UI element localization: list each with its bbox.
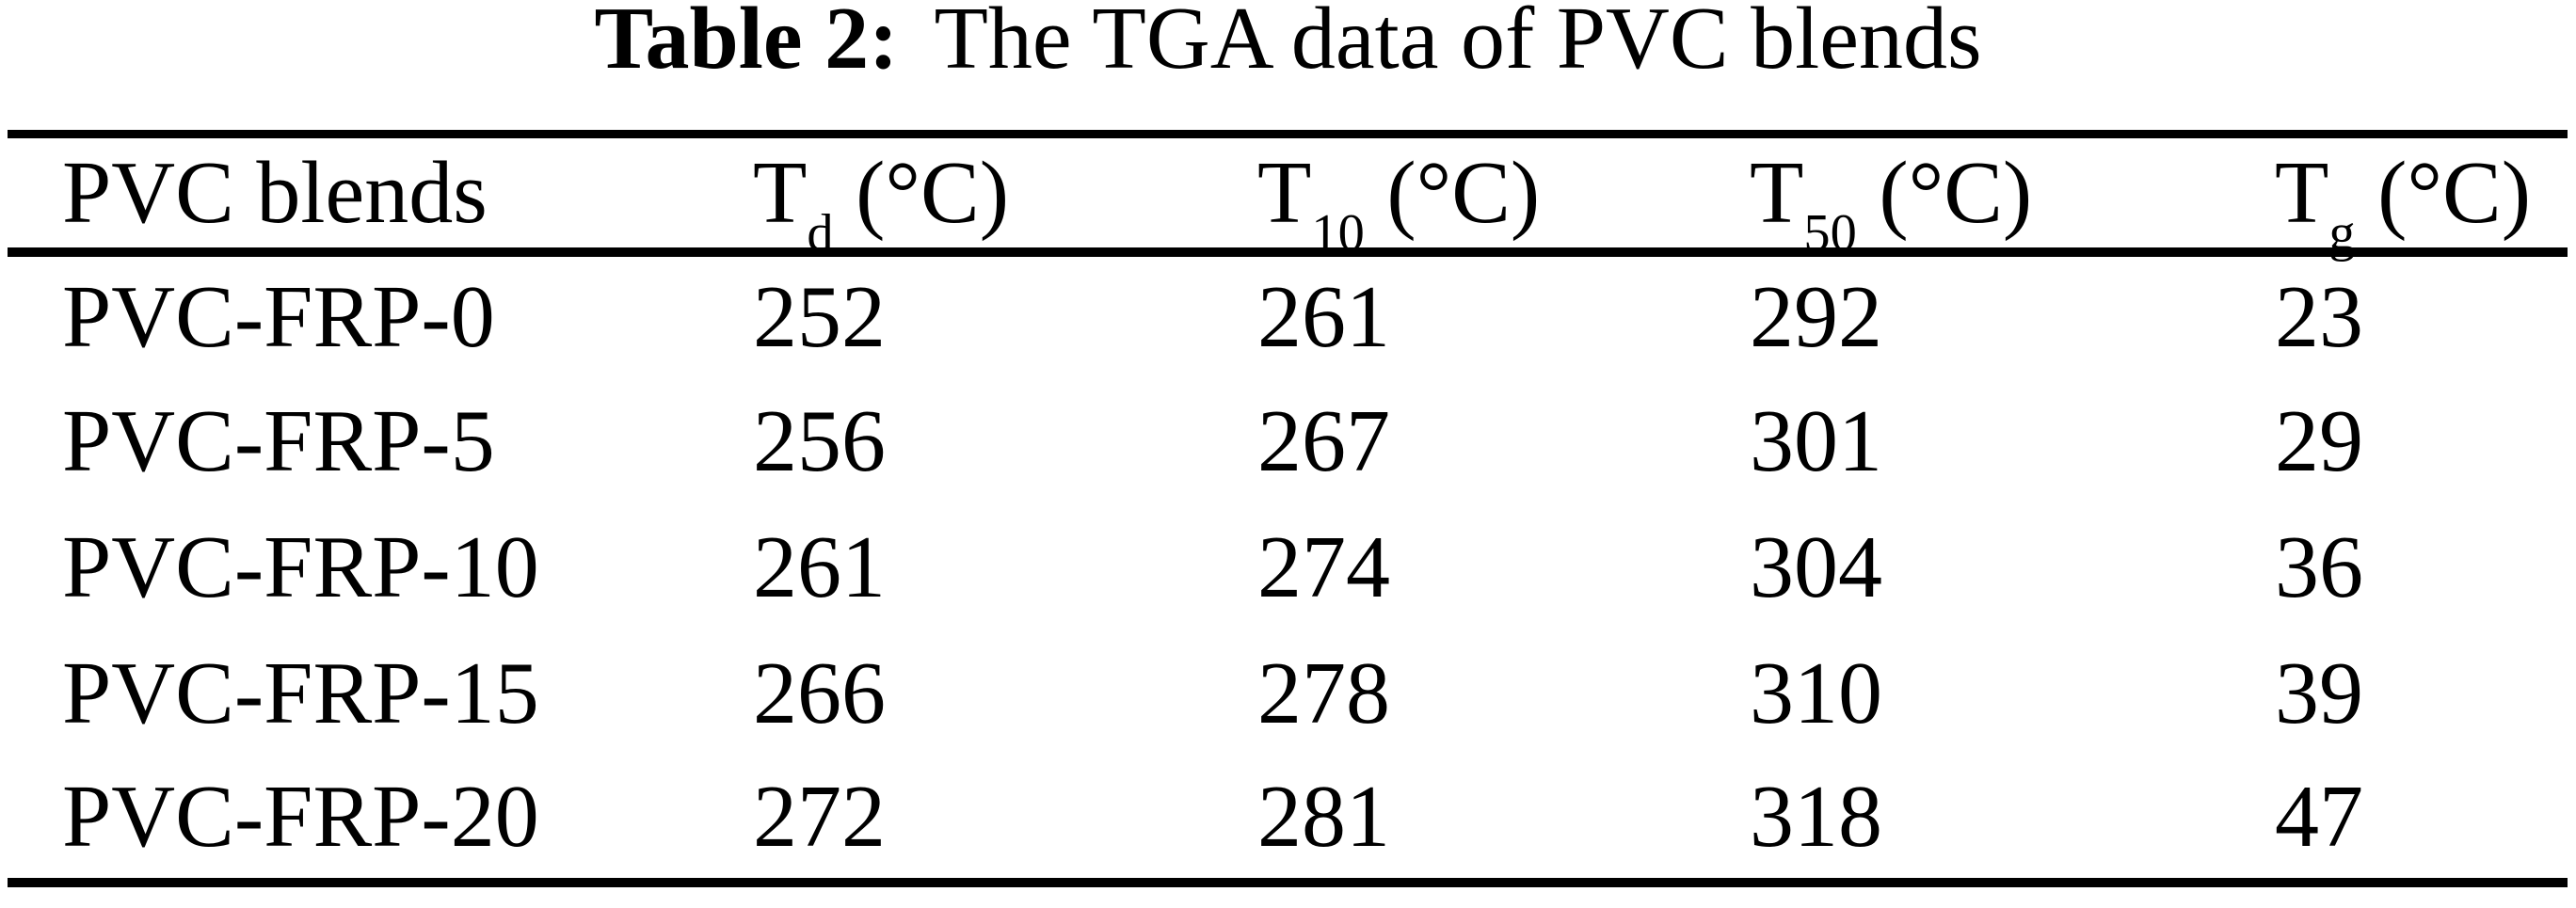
column-header-t10: T10 (°C) [1257, 134, 1750, 260]
cell-tg-value: 47 [2275, 768, 2363, 866]
column-header-pvc-blends: PVC blends [8, 134, 753, 257]
cell-td-value: 252 [753, 268, 886, 366]
cell-t10-value: 261 [1257, 268, 1390, 366]
column-header-tg: Tg (°C) [2275, 134, 2568, 260]
cell-tg-value: 36 [2275, 518, 2363, 616]
table-row: PVC-FRP-20 272 281 318 47 [8, 757, 2568, 883]
cell-blend-name: PVC-FRP-15 [62, 644, 539, 742]
column-header-t50: T50 (°C) [1750, 134, 2275, 260]
cell-t10-value: 274 [1257, 518, 1390, 616]
cell-tg-value: 39 [2275, 644, 2363, 742]
cell-t10-value: 267 [1257, 391, 1390, 490]
table-row: PVC-FRP-5 256 267 301 29 [8, 378, 2568, 504]
cell-tg-value: 29 [2275, 391, 2363, 490]
table-row: PVC-FRP-0 252 261 292 23 [8, 252, 2568, 378]
table-caption-text: The TGA data of PVC blends [934, 0, 1982, 88]
table-row: PVC-FRP-15 266 278 310 39 [8, 630, 2568, 757]
cell-t10-value: 278 [1257, 644, 1390, 742]
cell-td-value: 261 [753, 518, 886, 616]
cell-t50-value: 310 [1750, 644, 1882, 742]
cell-t50-value: 301 [1750, 391, 1882, 490]
cell-blend-name: PVC-FRP-10 [62, 518, 539, 616]
table-caption: Table 2: The TGA data of PVC blends [0, 0, 2576, 90]
table-caption-label: Table 2: [594, 0, 899, 88]
cell-tg-value: 23 [2275, 268, 2363, 366]
cell-td-value: 266 [753, 644, 886, 742]
column-header-td: Td (°C) [753, 134, 1257, 260]
cell-td-value: 272 [753, 768, 886, 866]
cell-blend-name: PVC-FRP-5 [62, 391, 495, 490]
cell-blend-name: PVC-FRP-20 [62, 768, 539, 866]
table-row: PVC-FRP-10 261 274 304 36 [8, 504, 2568, 630]
cell-t50-value: 318 [1750, 768, 1882, 866]
tga-data-table: PVC blends Td (°C) T10 (°C) T50 (°C) Tg … [8, 130, 2568, 887]
cell-t50-value: 304 [1750, 518, 1882, 616]
cell-t10-value: 281 [1257, 768, 1390, 866]
cell-blend-name: PVC-FRP-0 [62, 268, 495, 366]
table-header-row: PVC blends Td (°C) T10 (°C) T50 (°C) Tg … [8, 134, 2568, 260]
cell-t50-value: 292 [1750, 268, 1882, 366]
cell-td-value: 256 [753, 391, 886, 490]
